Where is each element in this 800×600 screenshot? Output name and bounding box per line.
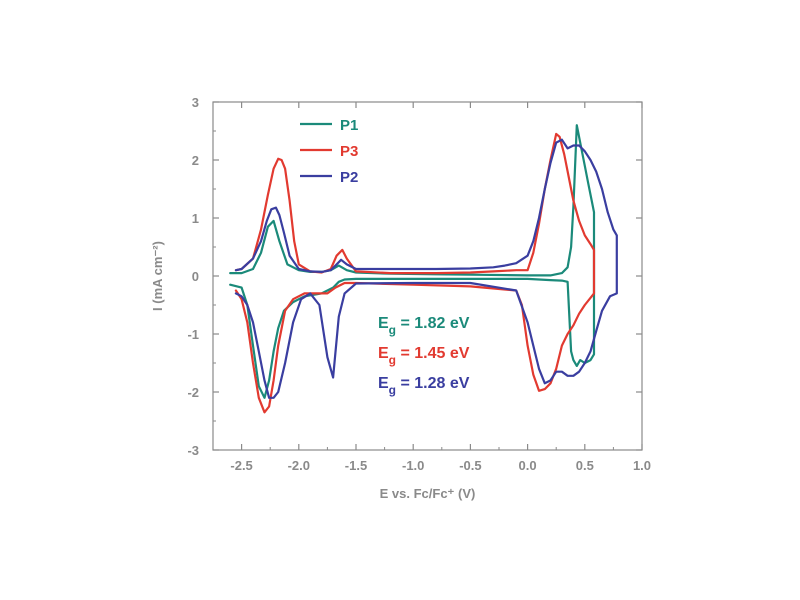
x-tick-label: -1.0 [402,458,424,473]
legend-label-p3: P3 [340,143,358,160]
y-tick-label: 3 [192,95,199,110]
bandgap-symbol: E [378,375,389,392]
x-tick-label: -0.5 [459,458,481,473]
y-tick-label: -3 [187,443,199,458]
y-tick-label: 2 [192,153,199,168]
x-tick-label: -2.0 [288,458,310,473]
legend: P1 P3 P2 [300,117,358,186]
bandgap-annotation: Eg = 1.45 eV [378,345,470,367]
bandgap-subscript: g [389,353,396,367]
x-tick-label: 1.0 [633,458,651,473]
legend-label-p1: P1 [340,117,358,134]
y-tick-label: -1 [187,327,199,342]
bandgap-symbol: E [378,315,389,332]
x-tick-label: 0.0 [519,458,537,473]
bandgap-subscript: g [389,383,396,397]
y-tick-label: -2 [187,385,199,400]
series-line-p3 [234,132,596,414]
bandgap-annotation: Eg = 1.82 eV [378,315,470,337]
y-tick-label: 1 [192,211,199,226]
bandgap-annotation: Eg = 1.28 eV [378,375,470,397]
bandgap-symbol: E [378,345,389,362]
axis-ticks: -2.5 -2.0 -1.5 -1.0 -0.5 0.0 0.5 1.0 3 2 1 0 -1 -2 -3 [187,95,651,473]
x-tick-label: -1.5 [345,458,367,473]
x-tick-label: 0.5 [576,458,594,473]
bandgap-subscript: g [389,323,396,337]
bandgap-value: = 1.82 eV [396,315,470,332]
bandgap-value: = 1.45 eV [396,345,470,362]
y-axis-title: I (mA cm⁻²) [150,241,165,311]
bandgap-value: = 1.28 eV [396,375,470,392]
series-line-p2 [234,138,618,399]
plot-border [212,101,643,451]
legend-label-p2: P2 [340,169,358,186]
plot-frame [212,101,643,451]
series-lines [229,124,618,414]
x-axis-title: E vs. Fc/Fc⁺ (V) [380,486,476,501]
y-tick-label: 0 [192,269,199,284]
x-tick-label: -2.5 [230,458,252,473]
